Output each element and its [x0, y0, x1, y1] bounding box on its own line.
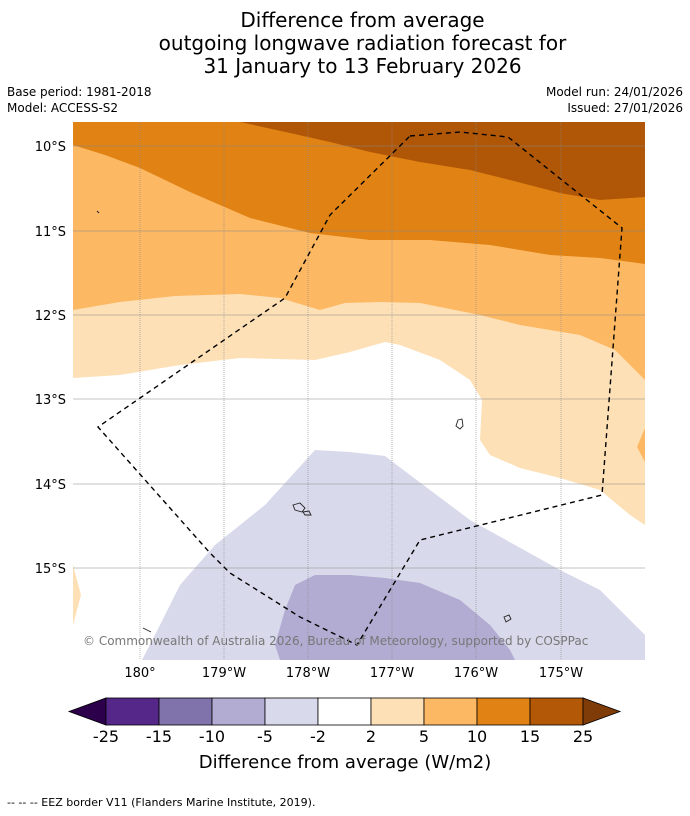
lat-labels: 10°S 11°S 12°S 13°S 14°S 15°S [35, 140, 66, 577]
eez-footnote: -- -- -- EEZ border V11 (Flanders Marine… [7, 796, 316, 809]
colorbar-title: Difference from average (W/m2) [198, 752, 492, 773]
island-3 [302, 510, 312, 516]
lat-label-11s: 11°S [35, 225, 66, 240]
band-minus2-to-minus5 [142, 450, 645, 660]
lat-label-14s: 14°S [35, 478, 66, 493]
lon-labels: 180° 179°W 178°W 177°W 176°W 175°W [124, 666, 583, 681]
lat-label-10s: 10°S [35, 140, 66, 155]
colorbar-tick-label: 10 [466, 727, 488, 746]
band-orange-edge-patch [637, 428, 645, 462]
eez-border [96, 131, 623, 646]
lat-label-15s: 15°S [35, 562, 66, 577]
colorbar-tick-label: 25 [572, 727, 594, 746]
colorbar-tick-label: 2 [365, 727, 377, 746]
title-line-3: 31 January to 13 February 2026 [203, 54, 522, 78]
island-5 [142, 627, 152, 633]
lon-label-176w: 176°W [454, 666, 498, 681]
lon-label-175w: 175°W [539, 666, 583, 681]
model-name: Model: ACCESS-S2 [7, 101, 119, 115]
colorbar-tick-label: -15 [145, 727, 173, 746]
colorbar-tick-label: -10 [198, 727, 226, 746]
lon-label-178w: 178°W [286, 666, 330, 681]
title-line-1: Difference from average [240, 8, 485, 32]
colorbar-segment-6 [370, 697, 425, 726]
islands [142, 418, 512, 633]
colorbar-segment-5 [317, 697, 372, 726]
island-4 [503, 614, 512, 623]
copyright-notice: © Commonwealth of Australia 2026, Bureau… [83, 634, 588, 648]
colorbar-segment-4 [264, 697, 319, 726]
band-25-to-15 [240, 122, 645, 200]
colorbar-segment-9 [529, 697, 584, 726]
graticule [73, 122, 645, 660]
lon-label-177w: 177°W [370, 666, 414, 681]
colorbar-segment-3 [211, 697, 266, 726]
island-2 [292, 502, 306, 513]
issued-date: Issued: 27/01/2026 [567, 101, 683, 115]
colorbar-segment-8 [476, 697, 531, 726]
model-run: Model run: 24/01/2026 [545, 85, 683, 99]
colorbar-tick-label: 5 [418, 727, 430, 746]
map-area [73, 122, 645, 660]
colorbar-tick-label: -5 [257, 727, 273, 746]
lon-label-180: 180° [124, 666, 155, 681]
island-1 [455, 418, 464, 430]
island-north-speck [96, 210, 100, 214]
colorbar-tick-label: -25 [92, 727, 120, 746]
colorbar-under-arrow [67, 697, 107, 726]
band-minus5-to-minus10 [275, 575, 515, 660]
lon-label-179w: 179°W [202, 666, 246, 681]
colorbar-segment-1 [105, 697, 160, 726]
colorbar-segment-7 [423, 697, 478, 726]
colorbar-tick-label: -2 [310, 727, 326, 746]
base-period: Base period: 1981-2018 [7, 85, 152, 99]
colorbar-tick-label: 15 [519, 727, 541, 746]
colorbar-segment-2 [158, 697, 213, 726]
colorbar [67, 697, 622, 726]
colorbar-over-arrow [582, 697, 622, 726]
lat-label-13s: 13°S [35, 393, 66, 408]
title-line-2: outgoing longwave radiation forecast for [158, 31, 567, 55]
lat-label-12s: 12°S [35, 309, 66, 324]
band-cream-edge-patch [73, 565, 81, 625]
